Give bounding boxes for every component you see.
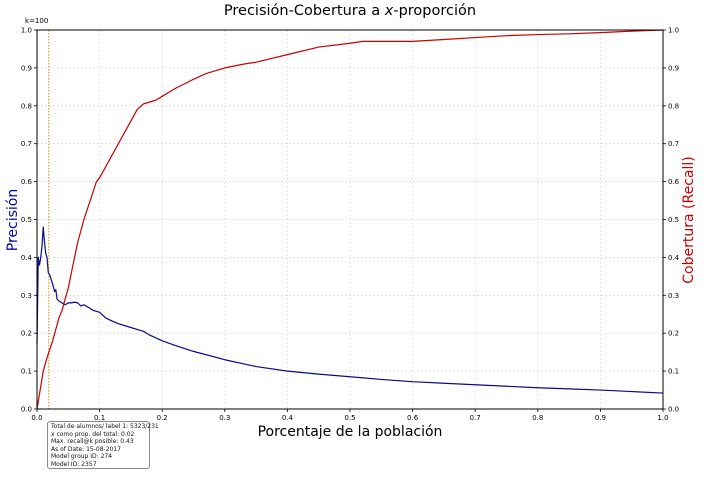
y-tick-label-left: 0.2 [21, 330, 32, 338]
recall-line [36, 29, 664, 410]
y-tick-label-left: 0.1 [21, 368, 32, 376]
y-tick-label-right: 0.7 [668, 140, 679, 148]
y-tick-label-right: 0.8 [668, 102, 679, 110]
x-tick-label: 0.8 [532, 414, 543, 422]
y-tick-label-right: 0.9 [668, 64, 679, 72]
y-tick-label-right: 1.0 [668, 27, 679, 35]
x-tick-label: 0.6 [407, 414, 419, 422]
info-line: Total de alumnos/ label 1: 5323/231 [51, 423, 159, 430]
x-axis-label: Porcentaje de la población [258, 424, 443, 440]
series-layer [36, 29, 664, 410]
y-tick-label-right: 0.1 [668, 368, 679, 376]
chart-title: Precisión-Cobertura a x-proporción [224, 3, 476, 19]
x-tick-label: 0.4 [282, 414, 294, 422]
y-tick-label-left: 0.5 [21, 216, 32, 224]
y-tick-label-left: 0.9 [21, 64, 32, 72]
y-tick-label-right: 0.2 [668, 330, 679, 338]
y-tick-label-left: 0.8 [21, 102, 32, 110]
y-tick-label-left: 0.7 [21, 140, 32, 148]
x-tick-label: 0.0 [31, 414, 42, 422]
x-tick-label: 0.5 [344, 414, 355, 422]
y-axis-label-right: Cobertura (Recall) [681, 156, 697, 283]
info-line: x como prop. del total: 0.02 [51, 430, 135, 438]
ticks-layer: 0.0 0.1 0.2 0.3 0.4 0.5 0.6 0.7 0.8 0.9 1.00.0 0.00… [21, 27, 680, 423]
info-line: Model ID: 2357 [51, 460, 97, 468]
info-line: Model group ID: 274 [51, 453, 113, 461]
y-tick-label-left: 0.3 [21, 292, 32, 300]
y-tick-label-right: 0.4 [668, 254, 680, 262]
x-tick-label: 0.7 [470, 414, 481, 422]
y-tick-label-left: 0.0 [21, 406, 32, 414]
model-info-box: Total de alumnos/ label 1: 5323/231 x co… [47, 421, 159, 469]
grid [36, 29, 664, 410]
y-tick-label-left: 0.6 [21, 178, 33, 186]
x-tick-label: 0.3 [219, 414, 230, 422]
y-tick-label-right: 0.3 [668, 292, 679, 300]
k-note: k=100 [25, 17, 48, 25]
y-tick-label-right: 0.6 [668, 178, 680, 186]
y-axis-label-left: Precisión [5, 189, 21, 251]
info-line: As of Date: 15-08-2017 [51, 445, 121, 453]
x-tick-label: 0.9 [595, 414, 606, 422]
x-tick-label: 0.1 [94, 414, 105, 422]
y-tick-label-left: 1.0 [21, 27, 32, 35]
info-line: Max. recall@k posible: 0.43 [51, 438, 134, 446]
y-tick-label-right: 0.0 [668, 406, 679, 414]
precision-line [36, 226, 664, 394]
x-tick-label: 0.2 [157, 414, 168, 422]
y-tick-label-left: 0.4 [21, 254, 33, 262]
x-tick-label: 1.0 [657, 414, 668, 422]
y-tick-label-right: 0.5 [668, 216, 679, 224]
